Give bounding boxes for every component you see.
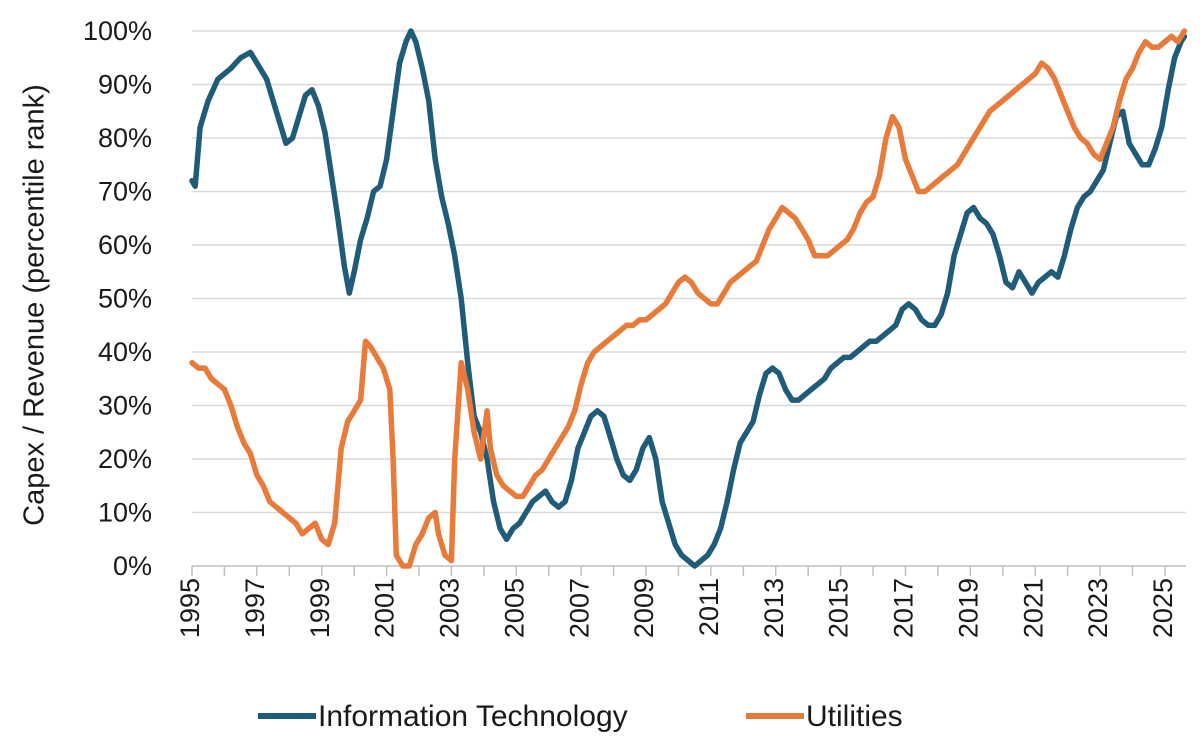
x-tick-label: 1997 [240, 578, 270, 638]
y-tick-label: 100% [83, 16, 152, 46]
x-tick-label: 2025 [1148, 578, 1178, 638]
y-axis-title: Capex / Revenue (percentile rank) [19, 84, 51, 526]
y-tick-label: 30% [98, 391, 152, 421]
y-tick-label: 90% [98, 70, 152, 100]
x-tick-label: 2015 [824, 578, 854, 638]
x-tick-label: 2019 [953, 578, 983, 638]
x-tick-label: 2017 [889, 578, 919, 638]
legend-label: Information Technology [318, 700, 628, 733]
y-tick-label: 40% [98, 337, 152, 367]
x-tick-label: 2009 [629, 578, 659, 638]
axis-layer [191, 565, 1186, 576]
x-tick-label: 2003 [435, 578, 465, 638]
series-line-information-technology [189, 28, 1188, 569]
x-tick-label: 2023 [1083, 578, 1113, 638]
series-line-utilities [189, 28, 1188, 569]
x-tick-label: 1995 [175, 578, 205, 638]
label-layer: 0% 10% 20% 30% 40% 50% 60% 70% 80% 90% 100% 1995 199… [83, 16, 1178, 638]
x-tick-label: 2001 [370, 578, 400, 638]
y-tick-label: 70% [98, 177, 152, 207]
y-tick-label: 50% [98, 284, 152, 314]
y-tick-label: 20% [98, 444, 152, 474]
x-tick-label: 2011 [694, 578, 724, 636]
y-tick-label: 0% [113, 551, 152, 581]
x-tick-label: 2013 [759, 578, 789, 638]
x-tick-label: 2007 [564, 578, 594, 638]
legend-label: Utilities [806, 700, 903, 733]
legend: Information Technology Utilities [258, 700, 903, 733]
y-tick-label: 80% [98, 123, 152, 153]
x-tick-label: 2021 [1018, 578, 1048, 638]
x-tick-label: 2005 [499, 578, 529, 638]
series-layer [189, 28, 1188, 569]
x-tick-label: 1999 [305, 578, 335, 638]
y-tick-label: 10% [98, 498, 152, 528]
y-tick-label: 60% [98, 230, 152, 260]
